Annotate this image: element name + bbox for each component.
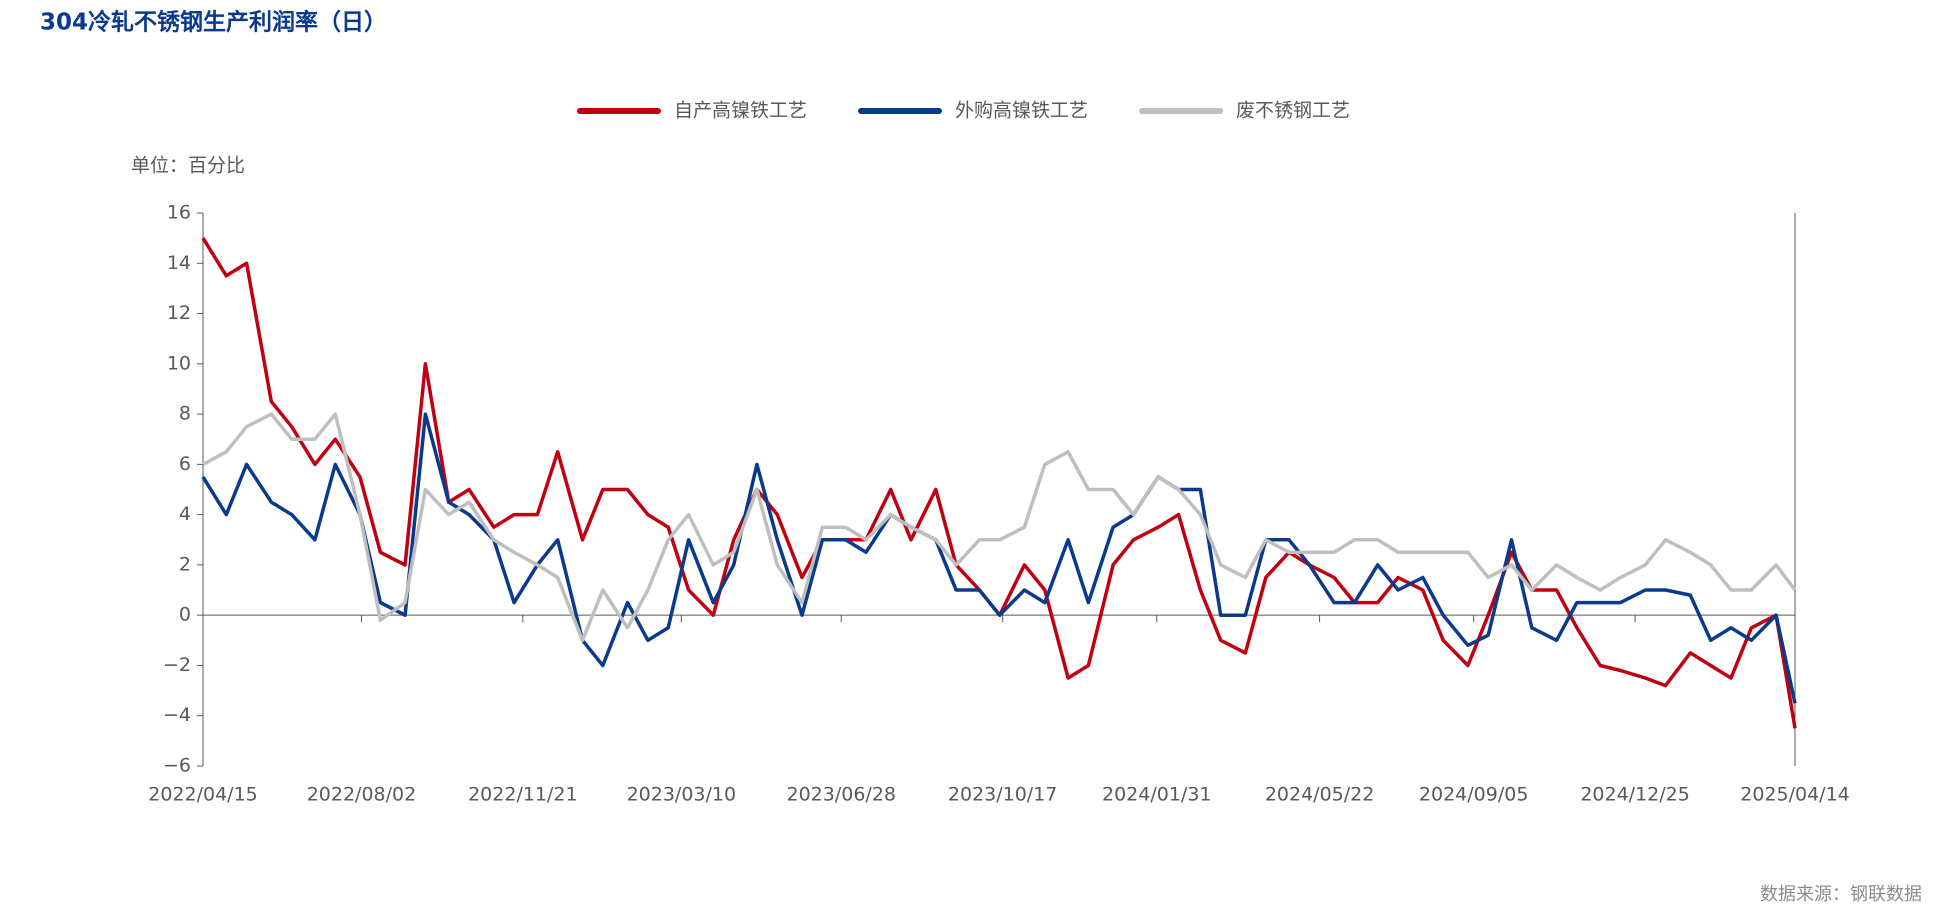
y-tick-label: 6 <box>179 453 191 475</box>
x-tick-label: 2022/04/15 <box>148 784 258 806</box>
x-tick-label: 2024/12/25 <box>1580 784 1690 806</box>
series-line <box>201 412 1797 704</box>
x-tick-label: 2024/05/22 <box>1265 784 1375 806</box>
y-tick-label: −4 <box>163 704 191 726</box>
source: 数据来源：钢联数据 <box>1760 884 1922 905</box>
y-tick-label: −6 <box>163 755 191 777</box>
chart-title: 304冷轧不锈钢生产利润率（日） <box>40 9 387 36</box>
x-tick-label: 2024/09/05 <box>1419 784 1529 806</box>
y-axis-unit: 单位：百分比 <box>131 155 245 177</box>
legend-label: 废不锈钢工艺 <box>1236 100 1350 122</box>
x-tick-label: 2023/03/10 <box>627 784 737 806</box>
legend-label: 外购高镍铁工艺 <box>955 100 1088 122</box>
y-tick-label: 8 <box>179 403 191 425</box>
series-line <box>201 237 1797 729</box>
y-tick-label: 0 <box>179 604 191 626</box>
x-tick-label: 2022/11/21 <box>468 784 578 806</box>
x-tick-label: 2023/06/28 <box>786 784 896 806</box>
x-tick-label: 2025/04/14 <box>1740 784 1850 806</box>
series-line <box>202 412 1797 643</box>
y-tick-label: −2 <box>163 654 191 676</box>
x-tick-label: 2023/10/17 <box>948 784 1058 806</box>
x-tick-label: 2024/01/31 <box>1102 784 1212 806</box>
y-tick-label: 4 <box>179 503 191 525</box>
y-tick-label: 12 <box>167 302 191 324</box>
x-tick-label: 2022/08/02 <box>307 784 417 806</box>
legend-label: 自产高镍铁工艺 <box>674 100 807 122</box>
y-tick-label: 14 <box>167 252 191 274</box>
y-tick-label: 10 <box>167 352 191 374</box>
y-tick-label: 16 <box>167 202 191 224</box>
y-tick-label: 2 <box>179 553 191 575</box>
